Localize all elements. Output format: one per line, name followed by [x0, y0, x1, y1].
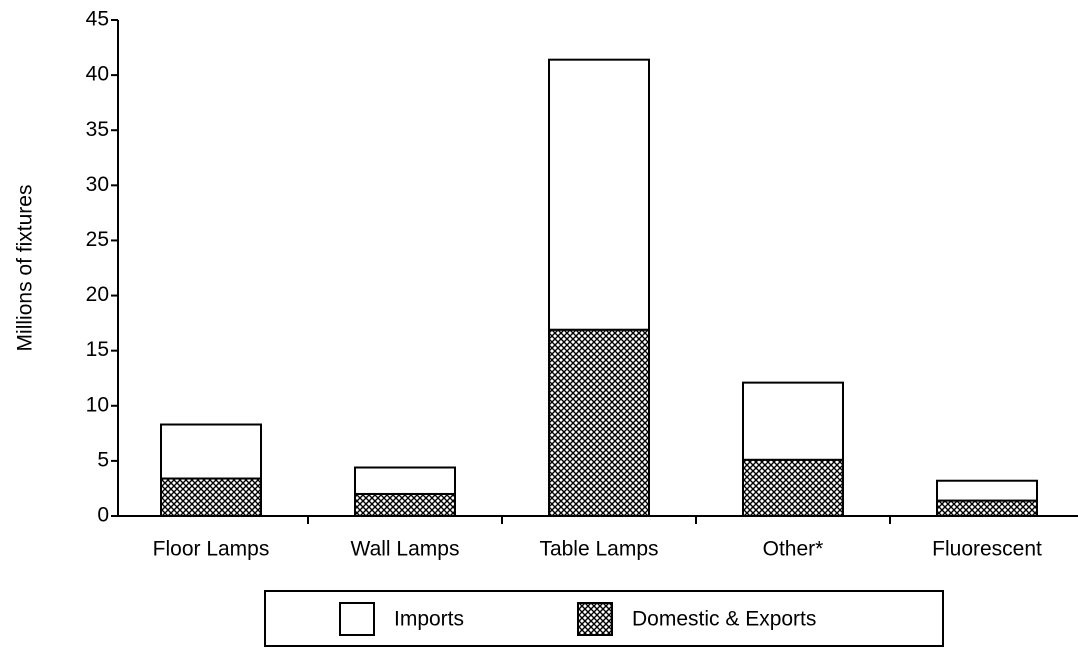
y-tick-label: 45 [86, 8, 109, 31]
bar-segment [160, 423, 262, 480]
bar-segment [548, 328, 650, 518]
y-tick-label: 5 [97, 448, 109, 471]
legend-swatch [577, 602, 613, 636]
bar-segment [354, 492, 456, 518]
y-tick-label: 0 [97, 504, 109, 527]
bar-segment [936, 479, 1038, 502]
bar-segment [548, 58, 650, 331]
x-tick-label: Fluorescent [932, 538, 1042, 561]
bar-segment [354, 466, 456, 495]
bar-segment [742, 381, 844, 461]
x-tick-label: Wall Lamps [351, 538, 460, 561]
y-tick-label: 35 [86, 118, 109, 141]
bar-segment [160, 477, 262, 517]
y-tick-label: 30 [86, 173, 109, 196]
bar-segment [936, 499, 1038, 517]
y-tick-label: 40 [86, 63, 109, 86]
y-tick-label: 15 [86, 338, 109, 361]
legend-label: Domestic & Exports [632, 608, 816, 631]
x-tick-label: Table Lamps [539, 538, 658, 561]
x-tick-label: Other* [763, 538, 824, 561]
y-axis-label: Millions of fixtures [14, 185, 37, 352]
legend-swatch [339, 602, 375, 636]
y-tick-label: 20 [86, 283, 109, 306]
bar-segment [742, 458, 844, 517]
y-tick-label: 10 [86, 393, 109, 416]
y-tick-label: 25 [86, 228, 109, 251]
legend [264, 590, 944, 647]
legend-label: Imports [394, 608, 464, 631]
x-tick-label: Floor Lamps [153, 538, 270, 561]
